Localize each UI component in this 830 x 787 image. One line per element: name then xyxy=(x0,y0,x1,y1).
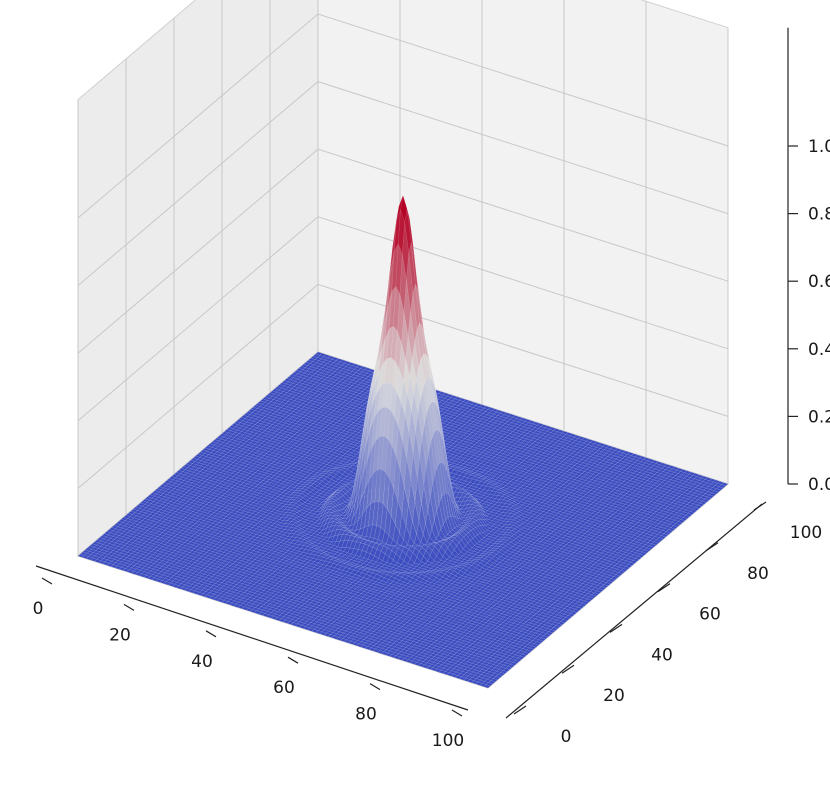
grid-line-z xyxy=(77,148,729,354)
grid-line-z xyxy=(77,216,729,422)
grid-line-z xyxy=(77,81,729,286)
grid-line-z xyxy=(77,283,729,489)
surface-mesh xyxy=(77,194,729,689)
grid-line-z xyxy=(77,13,729,219)
